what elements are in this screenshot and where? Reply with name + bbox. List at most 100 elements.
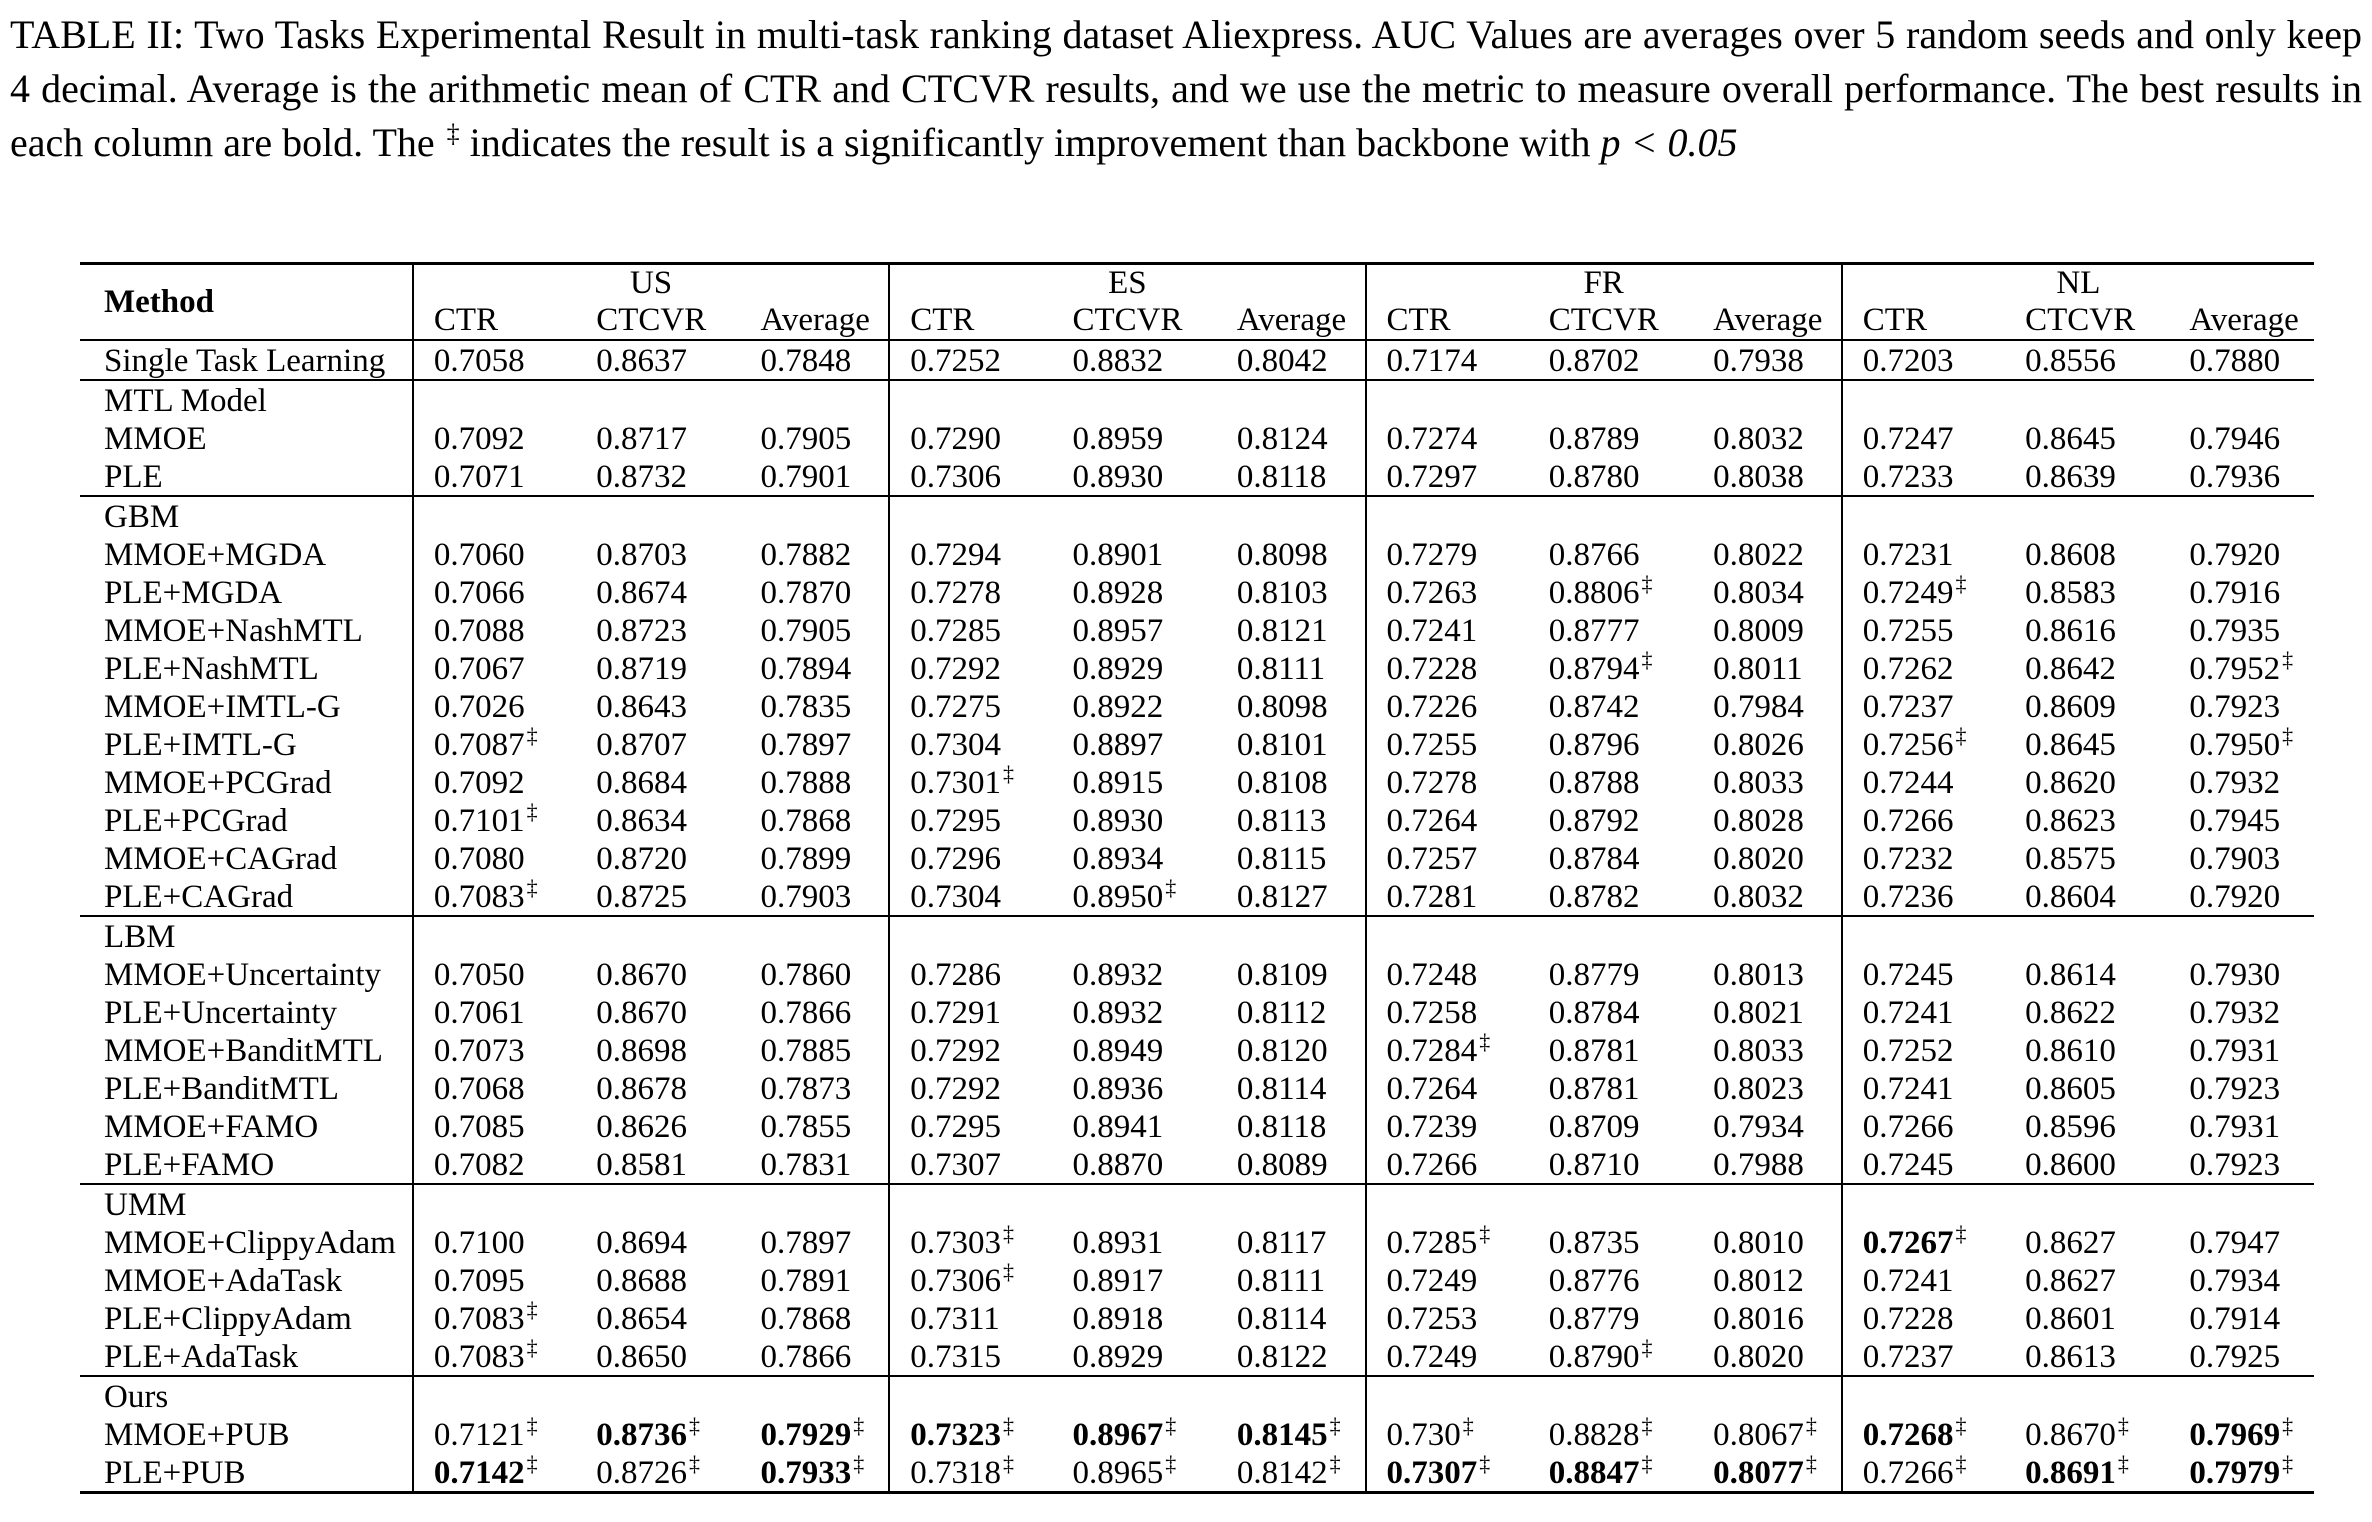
- value-number: 0.8777: [1548, 613, 1640, 649]
- value-number: 0.7920: [2189, 879, 2281, 915]
- value-number: 0.7258: [1386, 995, 1478, 1031]
- table-body: Single Task Learning 0.7058 0.8637 0.7848 0.…: [80, 340, 2314, 1494]
- value-cell: 0.8710: [1529, 1145, 1693, 1184]
- value-cell: 0.8600: [2005, 1145, 2169, 1184]
- empty-cell: [2169, 379, 2314, 419]
- value-number: 0.7026: [433, 689, 525, 725]
- empty-cell: [1364, 495, 1529, 535]
- value-number: 0.8847: [1548, 1455, 1640, 1491]
- significance-dagger: ‡: [2117, 1453, 2129, 1476]
- value-cell: 0.8113: [1217, 801, 1366, 839]
- value-cell: 0.8929: [1053, 1337, 1217, 1376]
- value-number: 0.8120: [1236, 1033, 1328, 1069]
- value-number: 0.7897: [760, 1225, 852, 1261]
- value-number: 0.8033: [1713, 1033, 1804, 1069]
- value-number: 0.7950: [2189, 727, 2281, 763]
- table-row: PLE+PCGrad 0.7101‡ 0.8634 0.7868 0.7295 0.893…: [80, 801, 2314, 839]
- value-cell: 0.8613: [2005, 1337, 2169, 1376]
- value-cell: 0.7083‡: [411, 1337, 577, 1376]
- value-cell: 0.8897: [1053, 725, 1217, 763]
- value-cell: 0.8556: [2005, 340, 2169, 380]
- value-number: 0.8642: [2025, 651, 2116, 687]
- value-number: 0.7920: [2189, 537, 2281, 573]
- empty-cell: [888, 495, 1053, 535]
- value-cell: 0.7969‡: [2169, 1415, 2314, 1453]
- value-number: 0.8009: [1713, 613, 1804, 649]
- value-number: 0.8098: [1236, 537, 1328, 573]
- value-cell: 0.7950‡: [2169, 725, 2314, 763]
- method-cell: PLE+FAMO: [104, 1147, 275, 1183]
- empty-cell: [1528, 495, 1694, 535]
- value-number: 0.8117: [1236, 1225, 1327, 1261]
- method-cell: PLE+IMTL-G: [104, 727, 297, 763]
- value-number: 0.8779: [1548, 1301, 1640, 1337]
- value-number: 0.7914: [2189, 1301, 2281, 1337]
- value-cell: 0.7292: [888, 1031, 1053, 1069]
- value-cell: 0.8698: [576, 1031, 740, 1069]
- value-number: 0.7274: [1386, 421, 1478, 457]
- value-number: 0.7899: [760, 841, 852, 877]
- empty-cell: [1693, 1375, 1842, 1415]
- empty-cell: [2169, 1183, 2314, 1223]
- value-number: 0.7848: [760, 343, 852, 379]
- value-number: 0.8098: [1236, 689, 1328, 725]
- table-row: MMOE+PUB 0.7121‡ 0.8736‡ 0.7929‡ 0.7323‡ 0.89…: [80, 1415, 2314, 1453]
- value-number: 0.7903: [2189, 841, 2281, 877]
- value-number: 0.8016: [1713, 1301, 1804, 1337]
- value-cell: 0.8957: [1053, 611, 1217, 649]
- value-number: 0.8627: [2025, 1263, 2116, 1299]
- value-cell: 0.7241: [1364, 611, 1529, 649]
- value-cell: 0.7945: [2169, 801, 2314, 839]
- value-cell: 0.8608: [2005, 535, 2169, 573]
- value-number: 0.7945: [2189, 803, 2281, 839]
- value-number: 0.8670: [596, 957, 687, 993]
- significance-dagger: ‡: [1165, 1415, 1177, 1438]
- value-number: 0.7285: [910, 613, 1001, 649]
- value-number: 0.7241: [1862, 1263, 1954, 1299]
- value-number: 0.8022: [1713, 537, 1804, 573]
- value-number: 0.8931: [1072, 1225, 1164, 1261]
- value-number: 0.7068: [433, 1071, 525, 1107]
- significance-dagger: ‡: [1002, 1223, 1014, 1246]
- value-cell: 0.7301‡: [888, 763, 1053, 801]
- value-number: 0.7174: [1386, 343, 1478, 379]
- method-cell: PLE: [104, 459, 163, 495]
- empty-cell: [411, 379, 577, 419]
- value-cell: 0.7080: [411, 839, 577, 877]
- empty-cell: [1528, 1375, 1694, 1415]
- value-cell: 0.8725: [576, 877, 740, 916]
- value-number: 0.7252: [1862, 1033, 1954, 1069]
- value-cell: 0.8012: [1693, 1261, 1842, 1299]
- value-number: 0.8720: [596, 841, 687, 877]
- value-cell: 0.7248: [1364, 955, 1529, 993]
- empty-cell: [1840, 379, 2006, 419]
- value-number: 0.7916: [2189, 575, 2281, 611]
- table-row: MMOE+AdaTask 0.7095 0.8688 0.7891 0.7306‡ 0.8…: [80, 1261, 2314, 1299]
- value-cell: 0.7306‡: [888, 1261, 1053, 1299]
- empty-cell: [576, 379, 741, 419]
- value-cell: 0.7266: [1364, 1145, 1529, 1184]
- value-cell: 0.8930: [1053, 457, 1217, 496]
- value-cell: 0.7291: [888, 993, 1053, 1031]
- value-number: 0.8917: [1072, 1263, 1164, 1299]
- value-cell: 0.8915: [1053, 763, 1217, 801]
- value-number: 0.7087: [433, 727, 525, 763]
- empty-cell: [1693, 495, 1842, 535]
- value-number: 0.8643: [596, 689, 687, 725]
- empty-cell: [888, 915, 1053, 955]
- value-cell: 0.7880: [2169, 340, 2314, 380]
- value-number: 0.8684: [596, 765, 687, 801]
- significance-dagger: ‡: [1955, 573, 1967, 596]
- value-number: 0.7256: [1862, 727, 1954, 763]
- value-cell: 0.7095: [411, 1261, 577, 1299]
- value-number: 0.7226: [1386, 689, 1478, 725]
- method-cell: MMOE+PUB: [104, 1417, 290, 1453]
- value-number: 0.7301: [910, 765, 1001, 801]
- value-cell: 0.8717: [576, 419, 740, 457]
- value-number: 0.8650: [596, 1339, 687, 1375]
- value-number: 0.8688: [596, 1263, 687, 1299]
- value-number: 0.8941: [1072, 1109, 1164, 1145]
- significance-dagger: ‡: [1002, 763, 1014, 786]
- value-number: 0.8645: [2025, 421, 2116, 457]
- significance-dagger: ‡: [526, 1299, 538, 1322]
